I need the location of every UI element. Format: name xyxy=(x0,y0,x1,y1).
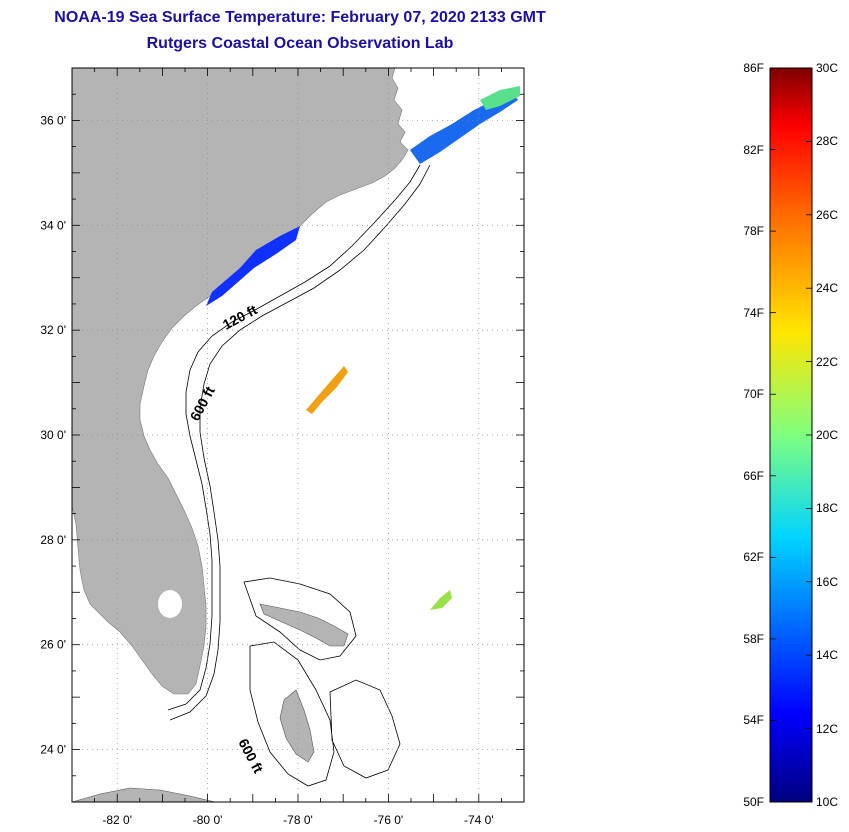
x-tick-label: -74 0' xyxy=(464,813,494,827)
colorbar-c-label: 20C xyxy=(816,428,839,442)
x-tick-label: -76 0' xyxy=(374,813,404,827)
colorbar-f-label: 50F xyxy=(743,795,764,809)
colorbar-f-label: 82F xyxy=(743,142,764,157)
sst-patch-green-south xyxy=(430,590,452,610)
lake-okeechobee xyxy=(158,590,182,618)
colorbar-c-label: 22C xyxy=(816,354,839,369)
map-subtitle: Rutgers Coastal Ocean Observation Lab xyxy=(146,35,454,52)
y-tick-label: 30 0' xyxy=(40,428,66,442)
land-mainland xyxy=(72,68,409,695)
colorbar-f-label: 58F xyxy=(743,631,764,646)
sst-patch-carolina-coast xyxy=(206,226,300,306)
graticule xyxy=(72,68,524,802)
colorbar-f-label: 86F xyxy=(743,61,764,75)
colorbar-f-label: 54F xyxy=(743,713,764,728)
colorbar-f-label: 62F xyxy=(743,550,764,565)
colorbar-c-label: 26C xyxy=(816,207,839,222)
land-cuba xyxy=(72,787,216,802)
colorbar-c-label: 10C xyxy=(816,795,839,809)
colorbar-c-label: 16C xyxy=(816,574,839,589)
colorbar-c-label: 24C xyxy=(816,281,839,296)
colorbar-f-label: 66F xyxy=(743,468,764,483)
land-grand-bahama xyxy=(259,603,349,647)
colorbar-f-label: 78F xyxy=(743,224,764,239)
colorbar-c-label: 14C xyxy=(816,648,839,663)
land-andros xyxy=(279,689,315,763)
colorbar-c-label: 30C xyxy=(816,61,839,75)
x-tick-label: -82 0' xyxy=(102,813,132,827)
y-tick-label: 32 0' xyxy=(40,323,66,337)
y-tick-label: 36 0' xyxy=(40,113,66,127)
colorbar-c-label: 12C xyxy=(816,721,839,736)
colorbar-c-label: 18C xyxy=(816,501,839,516)
y-tick-label: 34 0' xyxy=(40,218,66,232)
sst-patch-nc-shelf xyxy=(410,92,518,164)
axis-ticks xyxy=(71,67,525,803)
colorbar-f-label: 74F xyxy=(743,305,764,320)
contour-bahamas xyxy=(243,577,401,787)
colorbar-ticks xyxy=(770,67,812,803)
map-title: NOAA-19 Sea Surface Temperature: Februar… xyxy=(54,9,546,26)
contour-120ft xyxy=(167,164,421,711)
colorbar-f-label: 70F xyxy=(743,387,764,402)
colorbar-c-label: 28C xyxy=(816,134,839,149)
axis-tick-labels: -82 0' -80 0' -78 0' -76 0' -74 0' 36 0' 34 0'… xyxy=(40,113,493,827)
y-tick-label: 24 0' xyxy=(40,743,66,757)
colorbar xyxy=(769,67,813,803)
x-tick-label: -78 0' xyxy=(283,813,313,827)
y-tick-label: 26 0' xyxy=(40,638,66,652)
contour-600ft xyxy=(169,164,431,721)
sst-patch-gulfstream-ne xyxy=(480,86,520,110)
y-tick-label: 28 0' xyxy=(40,533,66,547)
sst-patch-orange xyxy=(306,366,348,414)
x-tick-label: -80 0' xyxy=(193,813,223,827)
